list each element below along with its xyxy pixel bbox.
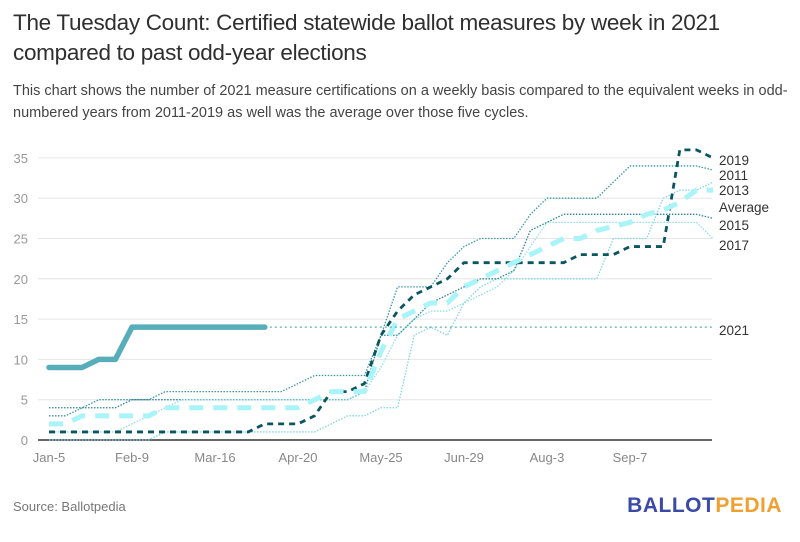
end-label-2017: 2017 (719, 238, 749, 253)
y-tick-label: 15 (14, 312, 28, 327)
y-axis-ticks: 0 5 10 15 20 25 30 35 (14, 151, 28, 448)
y-tick-label: 0 (21, 433, 28, 448)
source-note: Source: Ballotpedia (13, 499, 126, 514)
x-tick-label: Apr-20 (278, 450, 317, 465)
x-tick-label: Jan-5 (33, 450, 66, 465)
series-line-2013 (49, 181, 714, 441)
line-chart: 0 5 10 15 20 25 30 35 Jan-5 Feb-9 Mar-16 Apr-20 May… (14, 148, 769, 465)
end-label-2013: 2013 (719, 183, 749, 198)
y-tick-label: 5 (21, 393, 28, 408)
series-line-2021 (46, 324, 268, 371)
x-tick-label: Jun-29 (444, 450, 484, 465)
x-tick-label: Mar-16 (194, 450, 235, 465)
series-lines (46, 148, 714, 441)
x-tick-label: Sep-7 (613, 450, 648, 465)
chart-title: The Tuesday Count: Certified statewide b… (13, 10, 720, 65)
end-label-average: Average (719, 200, 769, 215)
y-tick-label: 35 (14, 151, 28, 166)
end-label-2015: 2015 (719, 218, 749, 233)
y-tick-label: 25 (14, 232, 28, 247)
y-tick-label: 30 (14, 191, 28, 206)
series-line-average (49, 187, 713, 427)
series-line-2011 (49, 165, 714, 417)
logo-part-pedia: PEDIA (715, 494, 782, 517)
gridlines (38, 157, 712, 401)
x-tick-label: Feb-9 (115, 450, 149, 465)
logo-part-ballot: BALLOT (627, 494, 716, 517)
end-label-2021: 2021 (719, 323, 749, 338)
x-tick-label: Aug-3 (530, 450, 565, 465)
end-label-2019: 2019 (719, 153, 749, 168)
ballotpedia-logo: BALLOTPEDIA (627, 494, 782, 518)
series-line-2019 (49, 148, 714, 434)
chart-subtitle: This chart shows the number of 2021 meas… (13, 83, 788, 121)
x-axis: Jan-5 Feb-9 Mar-16 Apr-20 May-25 Jun-29 Aug-3 S… (33, 439, 712, 465)
x-tick-label: May-25 (359, 450, 402, 465)
end-label-2011: 2011 (719, 168, 748, 183)
y-tick-label: 20 (14, 272, 28, 287)
series-line-2015 (49, 213, 714, 409)
y-tick-label: 10 (14, 352, 28, 367)
